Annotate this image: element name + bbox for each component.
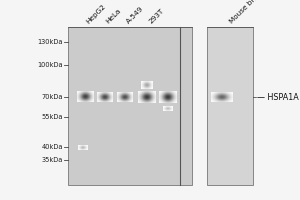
Text: 40kDa: 40kDa	[41, 144, 63, 150]
Text: 100kDa: 100kDa	[38, 62, 63, 68]
Text: 35kDa: 35kDa	[42, 157, 63, 163]
Text: 55kDa: 55kDa	[41, 114, 63, 120]
Bar	[207, 27, 253, 185]
Bar	[68, 27, 192, 185]
Text: HeLa: HeLa	[105, 8, 122, 25]
Text: 70kDa: 70kDa	[41, 94, 63, 100]
Text: — HSPA1A: — HSPA1A	[257, 92, 299, 102]
Text: A-549: A-549	[125, 6, 144, 25]
Text: HepG2: HepG2	[85, 3, 107, 25]
Text: 293T: 293T	[148, 8, 165, 25]
Text: 130kDa: 130kDa	[38, 39, 63, 45]
Text: Mouse brain: Mouse brain	[228, 0, 263, 25]
